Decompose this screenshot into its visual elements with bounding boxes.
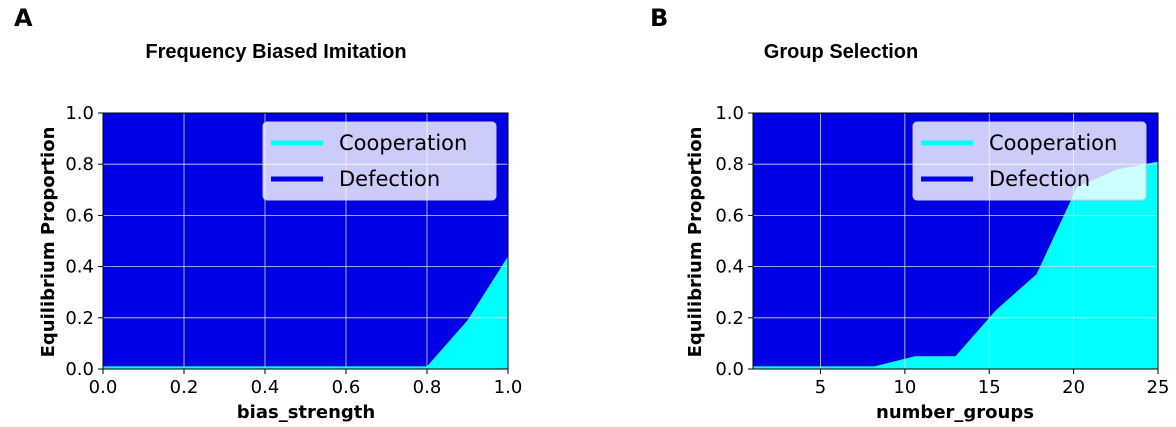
panel-b-plot-area: 5 10 15 20 25 0.0 0.2 0.4 0.6 0.8 1.0 Cooperation De…	[715, 103, 1169, 398]
x-tick-label: 20	[1062, 377, 1085, 398]
panel-a-y-axis-label: Equilibrium Proportion	[38, 127, 59, 358]
y-tick-label: 1.0	[715, 103, 744, 124]
x-tick-label: 10	[893, 377, 916, 398]
x-tick-label: 0.4	[251, 377, 280, 398]
legend-label-defection: Defection	[339, 167, 440, 191]
plot-frame	[102, 112, 509, 370]
y-tick-label: 0.4	[65, 257, 94, 278]
legend: Cooperation Defection	[912, 121, 1147, 201]
x-tick-label: 0.6	[332, 377, 361, 398]
x-tick-label: 0.2	[170, 377, 199, 398]
panel-a: A Frequency Biased Imitation 0.0 0.2 0.4 0.…	[14, 4, 522, 423]
area-cooperation	[103, 256, 508, 369]
y-tick-label: 0.0	[65, 359, 94, 380]
x-tick-label: 1.0	[494, 377, 523, 398]
panel-b-x-axis-label: number_groups	[876, 402, 1034, 423]
panel-b: B Group Selection 5 10 15 20 25 0.0 0.2 0.4 0.6 0…	[650, 4, 1169, 423]
panel-a-title: Frequency Biased Imitation	[145, 41, 406, 63]
y-tick-label: 1.0	[65, 103, 94, 124]
legend: Cooperation Defection	[262, 121, 497, 201]
panel-a-plot-area: 0.0 0.2 0.4 0.6 0.8 1.0 0.0 0.2 0.4 0.6 0.8 1.0 Coop…	[65, 103, 522, 398]
plot-frame	[752, 112, 1159, 370]
y-tick-label: 0.6	[65, 205, 94, 226]
legend-label-cooperation: Cooperation	[989, 131, 1117, 155]
y-tick-label: 0.4	[715, 257, 744, 278]
panel-b-y-axis-label: Equilibrium Proportion	[685, 127, 706, 358]
panel-a-x-axis-label: bias_strength	[237, 402, 375, 423]
y-tick-label: 0.6	[715, 205, 744, 226]
x-tick-label: 5	[815, 377, 826, 398]
legend-label-defection: Defection	[989, 167, 1090, 191]
panel-letter-a: A	[14, 4, 33, 32]
y-tick-label: 0.8	[65, 154, 94, 175]
y-tick-label: 0.0	[715, 359, 744, 380]
x-tick-label: 15	[978, 377, 1001, 398]
legend-label-cooperation: Cooperation	[339, 131, 467, 155]
y-tick-label: 0.8	[715, 154, 744, 175]
y-tick-label: 0.2	[715, 308, 744, 329]
y-tick-label: 0.2	[65, 308, 94, 329]
panel-b-title: Group Selection	[764, 41, 918, 63]
panel-letter-b: B	[650, 4, 668, 32]
x-tick-label: 0.8	[413, 377, 442, 398]
x-tick-label: 0.0	[89, 377, 118, 398]
x-tick-label: 25	[1147, 377, 1170, 398]
area-cooperation	[753, 161, 1158, 369]
